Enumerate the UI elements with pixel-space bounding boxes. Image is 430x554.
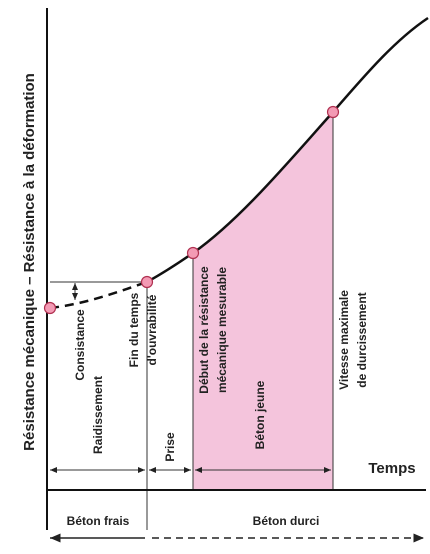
phase-label: Raidissement — [91, 376, 105, 454]
young-concrete-area — [193, 112, 333, 490]
marker-label: Consistance — [73, 309, 87, 381]
marker-label: Début de la résistance — [197, 266, 211, 394]
phase-label: Béton jeune — [253, 380, 267, 449]
phase-label: Prise — [163, 432, 177, 462]
marker-label: Fin du temps — [127, 292, 141, 367]
marker-label: Vitesse maximale — [337, 290, 351, 390]
state-label: Béton frais — [67, 514, 130, 528]
point — [140, 275, 154, 289]
point — [326, 105, 340, 119]
marker-label: mécanique mesurable — [215, 267, 229, 393]
point — [43, 301, 57, 315]
point — [186, 246, 200, 260]
curve-dashed — [49, 280, 148, 310]
marker-label: de durcissement — [355, 292, 369, 387]
y-axis-label: Résistance mécanique – Résistance à la d… — [21, 73, 38, 451]
x-axis-label: Temps — [368, 460, 415, 477]
marker-label: d'ouvrabilité — [145, 294, 159, 365]
state-label: Béton durci — [253, 514, 320, 528]
curve — [146, 16, 429, 284]
